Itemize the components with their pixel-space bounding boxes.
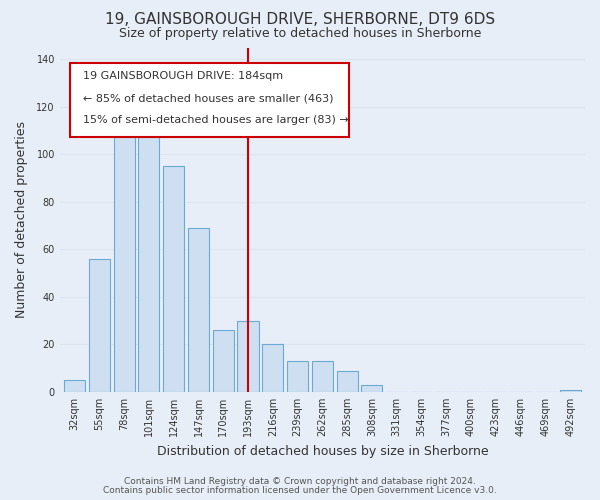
Bar bbox=[361, 385, 382, 392]
Text: ← 85% of detached houses are smaller (463): ← 85% of detached houses are smaller (46… bbox=[83, 93, 334, 103]
Bar bbox=[163, 166, 184, 392]
Bar bbox=[262, 344, 283, 392]
Text: 15% of semi-detached houses are larger (83) →: 15% of semi-detached houses are larger (… bbox=[83, 116, 349, 126]
Bar bbox=[213, 330, 234, 392]
Bar bbox=[113, 124, 134, 392]
Bar bbox=[312, 361, 333, 392]
X-axis label: Distribution of detached houses by size in Sherborne: Distribution of detached houses by size … bbox=[157, 444, 488, 458]
Bar bbox=[139, 126, 160, 392]
Text: Contains HM Land Registry data © Crown copyright and database right 2024.: Contains HM Land Registry data © Crown c… bbox=[124, 477, 476, 486]
Bar bbox=[287, 361, 308, 392]
Bar bbox=[337, 370, 358, 392]
FancyBboxPatch shape bbox=[70, 63, 349, 137]
Text: 19, GAINSBOROUGH DRIVE, SHERBORNE, DT9 6DS: 19, GAINSBOROUGH DRIVE, SHERBORNE, DT9 6… bbox=[105, 12, 495, 28]
Bar bbox=[89, 259, 110, 392]
Y-axis label: Number of detached properties: Number of detached properties bbox=[15, 121, 28, 318]
Text: 19 GAINSBOROUGH DRIVE: 184sqm: 19 GAINSBOROUGH DRIVE: 184sqm bbox=[83, 70, 283, 81]
Bar bbox=[560, 390, 581, 392]
Bar bbox=[64, 380, 85, 392]
Bar bbox=[238, 320, 259, 392]
Bar bbox=[188, 228, 209, 392]
Text: Size of property relative to detached houses in Sherborne: Size of property relative to detached ho… bbox=[119, 28, 481, 40]
Text: Contains public sector information licensed under the Open Government Licence v3: Contains public sector information licen… bbox=[103, 486, 497, 495]
